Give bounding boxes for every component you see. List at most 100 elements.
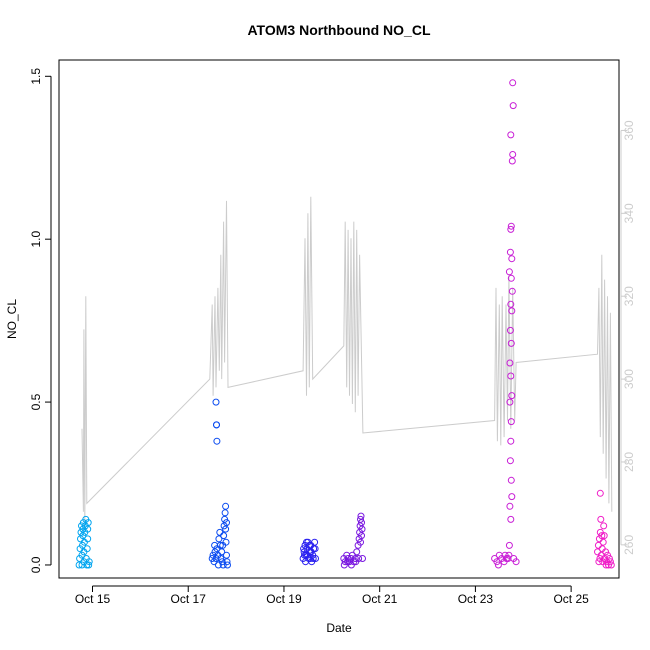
data-point — [507, 222, 515, 230]
data-point — [211, 541, 219, 549]
y-tick-label: 1.5 — [29, 68, 43, 85]
data-point — [215, 535, 223, 543]
data-point — [224, 561, 231, 569]
data-point — [508, 493, 516, 501]
axis-layer: 0.0 0.5 1.0 1.5 260 280 300 320 340 360 Oct 15 Oct … — [29, 68, 636, 606]
data-point — [219, 561, 227, 569]
data-point — [85, 561, 93, 569]
data-point — [595, 558, 603, 566]
data-point — [85, 558, 93, 566]
data-point — [507, 339, 515, 347]
data-point — [357, 538, 364, 546]
data-point — [509, 151, 517, 158]
data-point — [358, 525, 366, 533]
data-point — [606, 558, 614, 566]
data-point — [84, 535, 92, 543]
data-point — [508, 287, 516, 295]
data-point — [357, 512, 365, 520]
data-point — [506, 359, 514, 367]
data-point — [494, 561, 502, 569]
data-point — [506, 326, 514, 334]
chart-title: ATOM3 Northbound NO_CL — [247, 22, 430, 38]
data-point — [602, 561, 610, 569]
data-point — [505, 541, 513, 549]
x-tick-label: Oct 17 — [171, 592, 207, 606]
y-tick-label: 0.0 — [29, 556, 43, 573]
data-point — [213, 421, 220, 429]
data-point — [223, 519, 230, 527]
data-point — [218, 548, 226, 556]
x-axis-label: Date — [326, 621, 352, 635]
data-point — [84, 525, 92, 533]
data-point — [359, 555, 366, 562]
data-point — [301, 551, 308, 559]
data-point — [597, 515, 605, 523]
data-point — [353, 548, 361, 556]
data-point — [600, 522, 608, 530]
data-point — [347, 561, 355, 569]
data-point — [508, 157, 516, 165]
data-point — [507, 418, 515, 426]
data-point — [300, 545, 308, 553]
data-point — [605, 555, 613, 562]
x-tick-label: Oct 15 — [75, 592, 111, 606]
data-point — [506, 457, 514, 465]
data-point — [303, 538, 310, 546]
data-point — [220, 532, 228, 540]
data-point — [358, 532, 365, 540]
data-point — [596, 489, 604, 497]
data-point — [507, 372, 515, 380]
data-point — [222, 502, 230, 510]
data-point — [84, 519, 92, 527]
data-point — [83, 545, 91, 553]
y2-tick-label: 300 — [622, 369, 636, 389]
data-point — [509, 102, 517, 110]
series-line — [81, 196, 613, 529]
data-point — [505, 551, 513, 559]
data-point — [355, 555, 363, 562]
data-point — [509, 79, 517, 87]
x-tick-label: Oct 19 — [266, 592, 302, 606]
data-point — [344, 555, 352, 562]
data-point — [599, 538, 607, 546]
data-point — [357, 515, 364, 523]
data-point — [507, 131, 515, 139]
x-tick-label: Oct 25 — [553, 592, 589, 606]
y-tick-label: 0.5 — [29, 393, 43, 410]
data-point — [506, 398, 514, 406]
data-point — [600, 532, 608, 540]
data-point — [493, 558, 501, 566]
x-tick-label: Oct 23 — [458, 592, 494, 606]
data-point — [508, 255, 516, 263]
data-point — [505, 268, 513, 276]
data-point — [607, 561, 615, 569]
data-point — [222, 538, 230, 546]
data-point — [507, 476, 515, 484]
data-point — [358, 519, 365, 527]
x-tick-label: Oct 21 — [362, 592, 398, 606]
y-axis-label: NO_CL — [5, 299, 19, 339]
y2-tick-label: 340 — [622, 203, 636, 223]
point-layer — [75, 79, 615, 569]
data-point — [223, 551, 230, 559]
data-point — [311, 545, 319, 553]
y2-tick-label: 360 — [622, 120, 636, 140]
data-point — [218, 558, 226, 566]
data-point — [217, 555, 225, 562]
data-point — [507, 515, 515, 523]
data-point — [222, 525, 230, 533]
data-point — [221, 509, 229, 517]
data-point — [506, 248, 514, 256]
data-point — [312, 555, 319, 562]
data-point — [506, 502, 514, 510]
line-layer — [81, 196, 613, 529]
y2-tick-label: 260 — [622, 535, 636, 555]
data-point — [302, 558, 309, 566]
y2-tick-label: 280 — [622, 452, 636, 472]
plot-frame — [58, 59, 620, 579]
data-point — [75, 561, 83, 569]
data-point — [504, 555, 512, 562]
data-point — [507, 437, 515, 445]
